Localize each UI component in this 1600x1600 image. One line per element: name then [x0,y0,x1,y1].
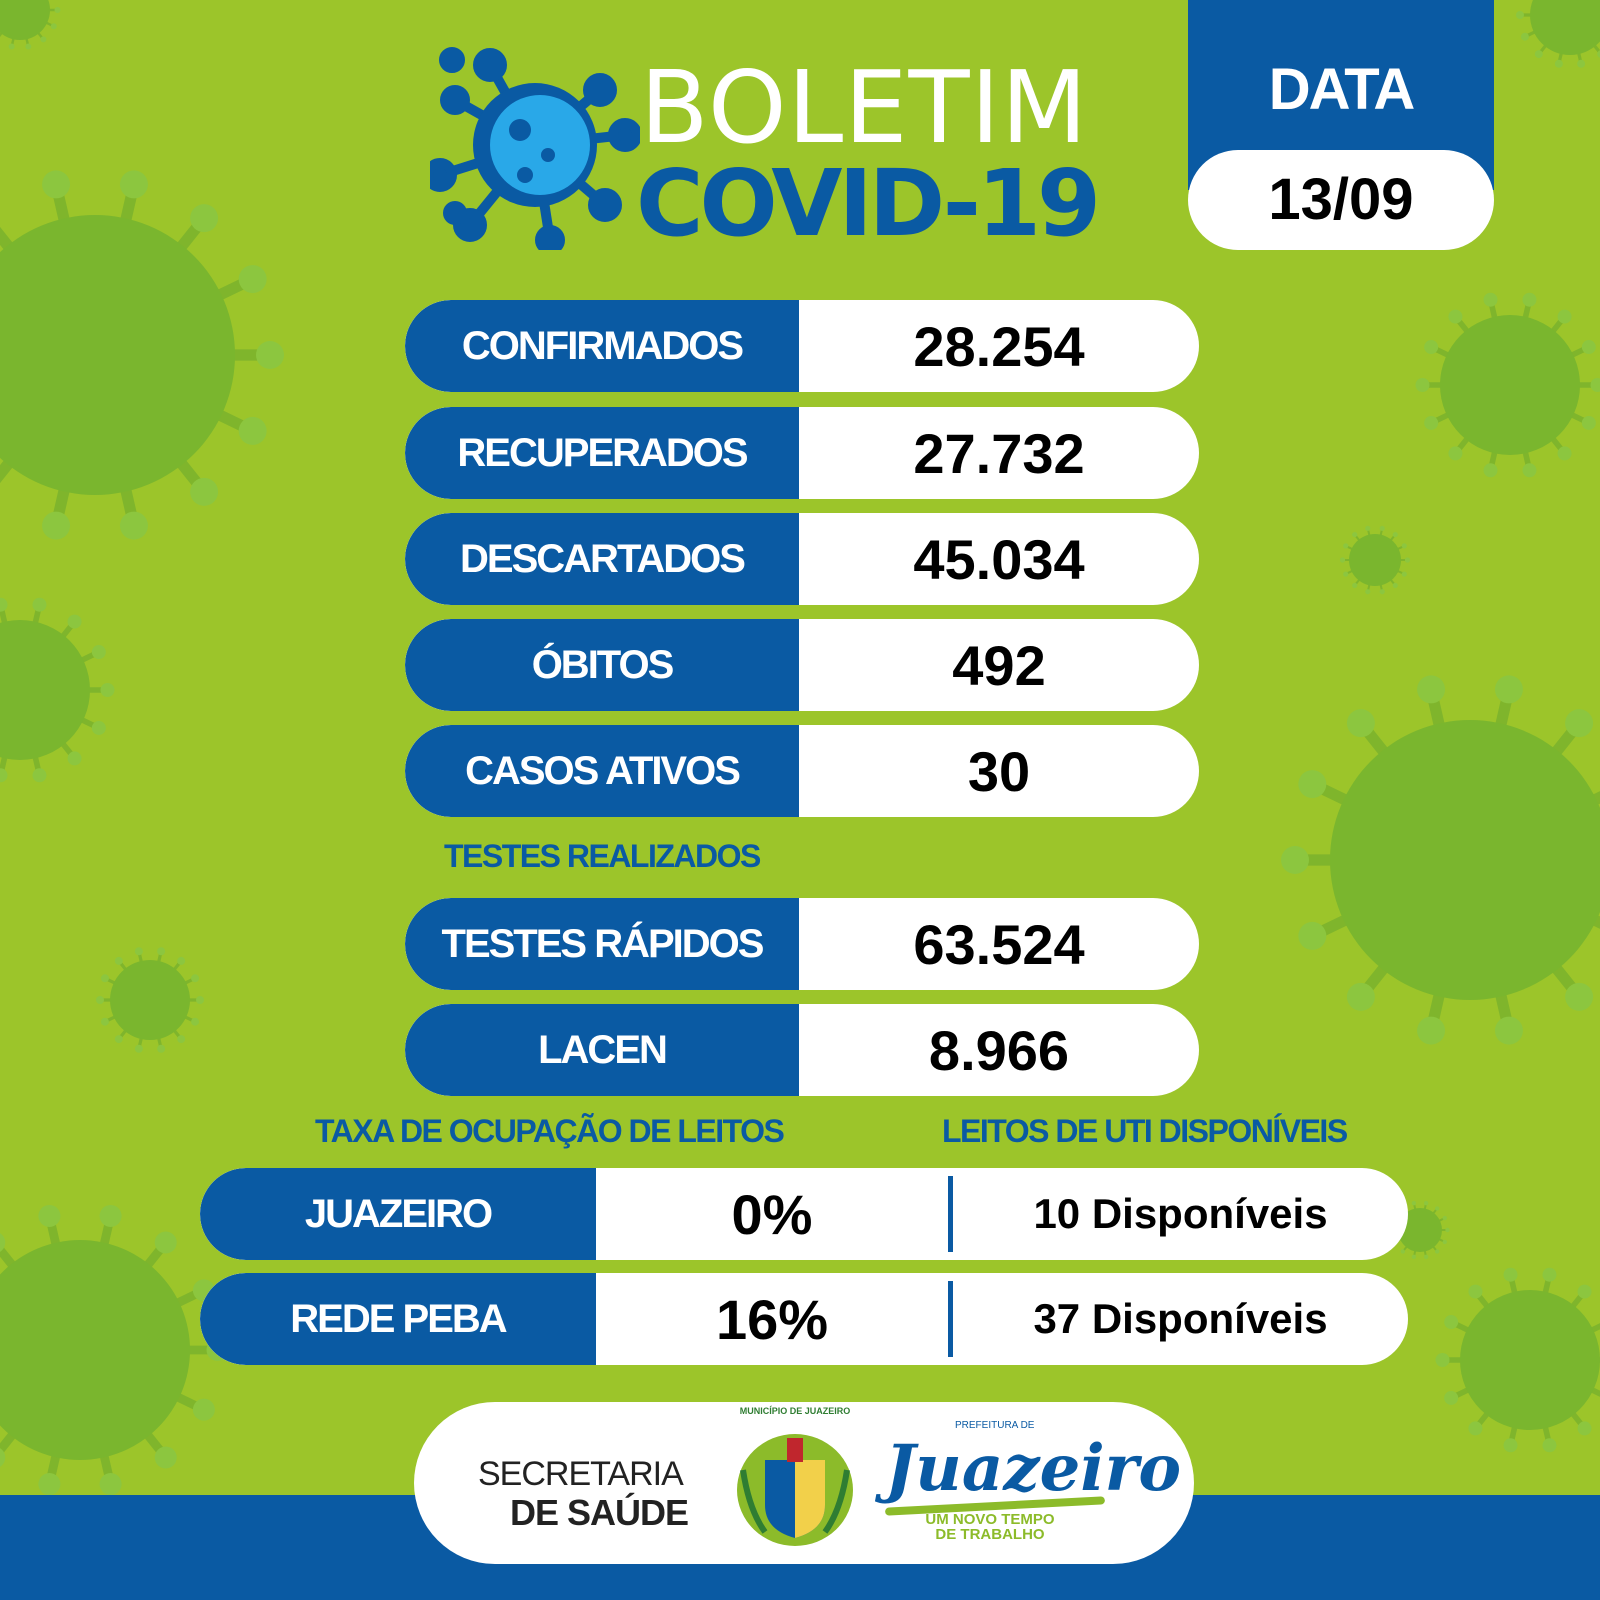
bed-row: JUAZEIRO 0% 10 Disponíveis [200,1168,1408,1260]
secretaria-line1: SECRETARIA [478,1455,684,1493]
icu-heading: LEITOS DE UTI DISPONÍVEIS [942,1113,1348,1149]
virus-decoration-icon [96,947,204,1053]
divider [948,1176,953,1252]
bed-row: REDE PEBA 16% 37 Disponíveis [200,1273,1408,1365]
row-label: REDE PEBA [200,1273,596,1365]
test-row: LACEN 8.966 [405,1004,1199,1096]
title-boletim: BOLETIM [640,49,1089,166]
row-label: RECUPERADOS [405,407,799,499]
divider [948,1281,953,1357]
row-value: 8.966 [928,1018,1070,1082]
virus-decoration-icon [0,597,115,783]
stat-row: DESCARTADOS 45.034 [405,513,1199,605]
date-label: DATA [1268,57,1415,122]
row-label: ÓBITOS [405,619,799,711]
date-value: 13/09 [1188,150,1494,250]
row-label: DESCARTADOS [405,513,799,605]
title-covid: COVID-19 [636,150,1101,257]
row-label: JUAZEIRO [200,1168,596,1260]
stat-row: ÓBITOS 492 [405,619,1199,711]
row-value: 28.254 [913,314,1085,378]
row-value: 63.524 [913,912,1085,976]
slogan-line2: DE TRABALHO [935,1526,1045,1543]
occupancy-heading: TAXA DE OCUPAÇÃO DE LEITOS [315,1113,785,1149]
virus-decoration-icon [0,1204,229,1496]
virus-decoration-icon [1281,675,1600,1045]
prefeitura-name: Juazeiro [885,1431,1182,1506]
row-value: 16% [715,1287,829,1351]
row-value: 492 [952,633,1046,697]
virus-decoration-icon [0,170,284,540]
row-value: 0% [731,1182,813,1246]
row-label: LACEN [405,1004,799,1096]
row-value: 45.034 [913,527,1085,591]
stat-row: CASOS ATIVOS 30 [405,725,1199,817]
prefeitura-small: PREFEITURA DE [955,1420,1035,1431]
virus-decoration-icon [0,0,61,50]
coat-of-arms-logo [737,1434,853,1546]
tests-heading: TESTES REALIZADOS [444,838,761,874]
virus-icon [430,47,640,250]
virus-decoration-icon [1339,525,1411,595]
virus-decoration-icon [1516,0,1600,68]
slogan-line1: UM NOVO TEMPO [925,1511,1055,1528]
stat-row: CONFIRMADOS 28.254 [405,300,1199,392]
row-label: CASOS ATIVOS [405,725,799,817]
available-value: 10 Disponíveis [1033,1190,1328,1237]
secretaria-line2: DE SAÚDE [510,1492,689,1533]
row-value: 27.732 [913,421,1085,485]
available-value: 37 Disponíveis [1033,1295,1328,1342]
test-row: TESTES RÁPIDOS 63.524 [405,898,1199,990]
row-label: CONFIRMADOS [405,300,799,392]
virus-decoration-icon [1435,1267,1600,1453]
slogan: UM NOVO TEMPO DE TRABALHO [925,1512,1055,1542]
virus-decoration-icon [1415,292,1600,478]
row-value: 30 [967,739,1031,803]
coat-of-arms-text: Município de Juazeiro [739,1406,851,1416]
stat-row: RECUPERADOS 27.732 [405,407,1199,499]
row-label: TESTES RÁPIDOS [405,898,799,990]
